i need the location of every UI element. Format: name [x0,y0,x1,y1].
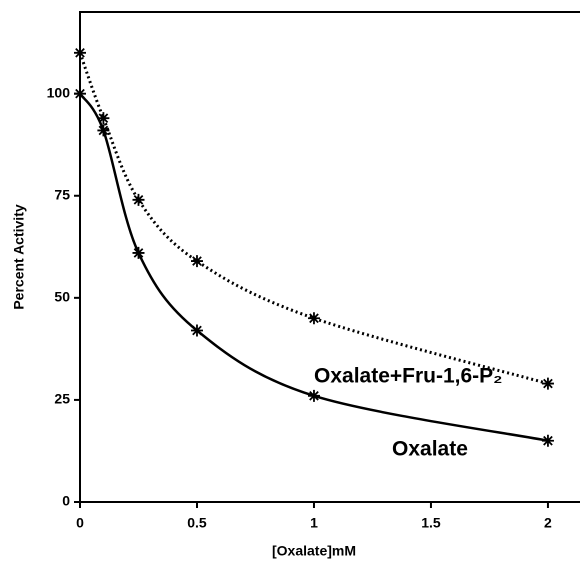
marker [307,389,320,402]
x-tick-label: 0 [76,515,84,531]
x-tick-label: 1 [310,515,318,531]
x-tick-label: 2 [544,515,552,531]
series-label: Oxalate+Fru-1,6-P₂ [314,365,503,388]
x-tick-label: 1.5 [421,515,441,531]
marker [74,87,86,100]
marker [97,112,110,125]
x-axis-label: [Oxalate]mM [272,543,356,559]
marker [97,124,110,137]
marker [132,193,145,206]
marker [307,312,320,325]
y-tick-label: 75 [54,186,70,202]
y-axis-label: Percent Activity [11,204,27,310]
y-tick-label: 100 [47,84,71,100]
marker [74,46,86,59]
y-tick-label: 25 [54,391,70,407]
marker [190,255,203,268]
marker [541,434,554,447]
axis-frame [79,11,580,503]
series-line [78,52,549,386]
series-label: Oxalate [392,438,468,461]
marker [541,377,554,390]
series-line [78,92,549,442]
x-tick-label: 0.5 [187,515,207,531]
y-tick-label: 0 [62,493,70,509]
marker [190,324,203,337]
marker [132,246,145,259]
y-tick-label: 50 [54,289,70,305]
